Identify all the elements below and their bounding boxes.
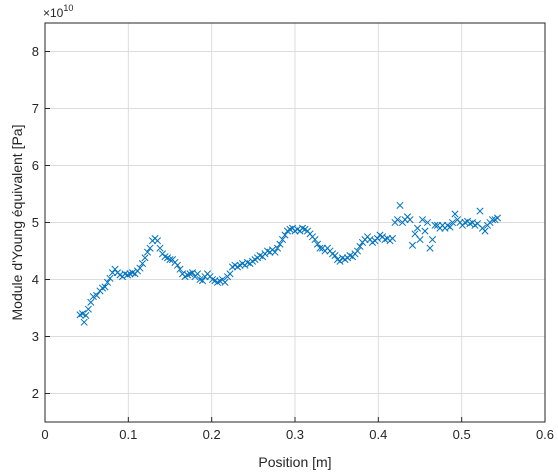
data-point xyxy=(273,244,282,252)
data-point xyxy=(331,252,339,260)
x-tick-label: 0.1 xyxy=(119,427,137,442)
data-point xyxy=(423,218,432,227)
y-tick-label: 5 xyxy=(32,215,39,230)
x-axis: 0 0.1 0.2 0.3 0.4 0.5 0.6 xyxy=(41,417,554,442)
y-tick-label: 2 xyxy=(32,386,39,401)
data-point xyxy=(446,223,454,231)
data-point xyxy=(138,259,147,268)
x-axis-label: Position [m] xyxy=(258,454,331,470)
data-point xyxy=(221,278,229,286)
data-point xyxy=(388,234,397,243)
data-point xyxy=(408,241,417,249)
data-point xyxy=(281,231,289,239)
data-point xyxy=(101,283,109,291)
data-point xyxy=(476,207,484,215)
y-tick-label: 8 xyxy=(32,44,39,59)
data-point xyxy=(428,236,437,244)
data-point xyxy=(193,270,202,278)
grid-lines xyxy=(44,23,546,422)
data-point xyxy=(106,274,114,282)
y-tick-label: 3 xyxy=(32,329,39,344)
y-tick-label: 6 xyxy=(32,158,39,173)
x-tick-label: 0 xyxy=(41,427,48,442)
data-point xyxy=(406,216,414,224)
data-point xyxy=(93,291,101,300)
data-point xyxy=(396,201,404,209)
data-point xyxy=(82,311,90,319)
data-point xyxy=(173,261,182,269)
x-tick-label: 0.5 xyxy=(453,427,471,442)
data-point xyxy=(356,242,364,250)
data-point xyxy=(393,216,402,224)
data-point xyxy=(271,248,279,256)
x-tick-label: 0.2 xyxy=(203,427,221,442)
data-point xyxy=(431,221,439,229)
x-tick-label: 0.6 xyxy=(536,427,554,442)
data-point xyxy=(353,247,362,255)
data-point xyxy=(226,270,234,278)
y-axis-label: Module d'Young équivalent [Pa] xyxy=(9,125,25,321)
data-point xyxy=(313,240,322,248)
data-point xyxy=(143,248,152,256)
data-point xyxy=(278,236,287,244)
data-point xyxy=(156,244,164,252)
data-point xyxy=(416,236,424,244)
data-point xyxy=(481,227,489,235)
data-point xyxy=(136,264,144,272)
data-point xyxy=(373,234,382,243)
y-exponent-base: ×10 xyxy=(43,6,64,20)
y-axis: 2 3 4 5 6 7 8 xyxy=(32,44,50,401)
data-point xyxy=(141,254,149,262)
data-point xyxy=(316,244,324,252)
data-point xyxy=(426,244,434,252)
data-point xyxy=(336,257,344,265)
data-point xyxy=(421,227,429,235)
data-point xyxy=(418,216,427,224)
data-point xyxy=(411,230,419,238)
data-point xyxy=(311,236,319,244)
y-exponent-label: ×1010 xyxy=(43,3,73,20)
data-point xyxy=(80,318,88,326)
x-tick-label: 0.4 xyxy=(369,427,387,442)
data-point xyxy=(176,265,184,273)
data-point xyxy=(146,244,154,252)
data-point xyxy=(198,277,207,285)
data-point xyxy=(166,255,174,264)
data-point xyxy=(448,218,457,227)
data-point xyxy=(413,224,422,232)
data-point xyxy=(108,269,117,277)
data-point xyxy=(111,265,119,273)
data-points xyxy=(76,201,502,326)
data-point xyxy=(488,216,497,224)
data-point xyxy=(451,210,459,218)
data-point xyxy=(276,240,284,248)
x-tick-label: 0.3 xyxy=(286,427,304,442)
y-exponent-power: 10 xyxy=(63,3,73,13)
data-point xyxy=(78,310,87,318)
y-tick-label: 4 xyxy=(32,272,39,287)
data-point xyxy=(103,278,112,286)
data-point xyxy=(153,237,162,245)
data-point xyxy=(493,214,502,222)
data-point xyxy=(84,305,92,313)
y-tick-label: 7 xyxy=(32,101,39,116)
data-point xyxy=(87,298,95,306)
